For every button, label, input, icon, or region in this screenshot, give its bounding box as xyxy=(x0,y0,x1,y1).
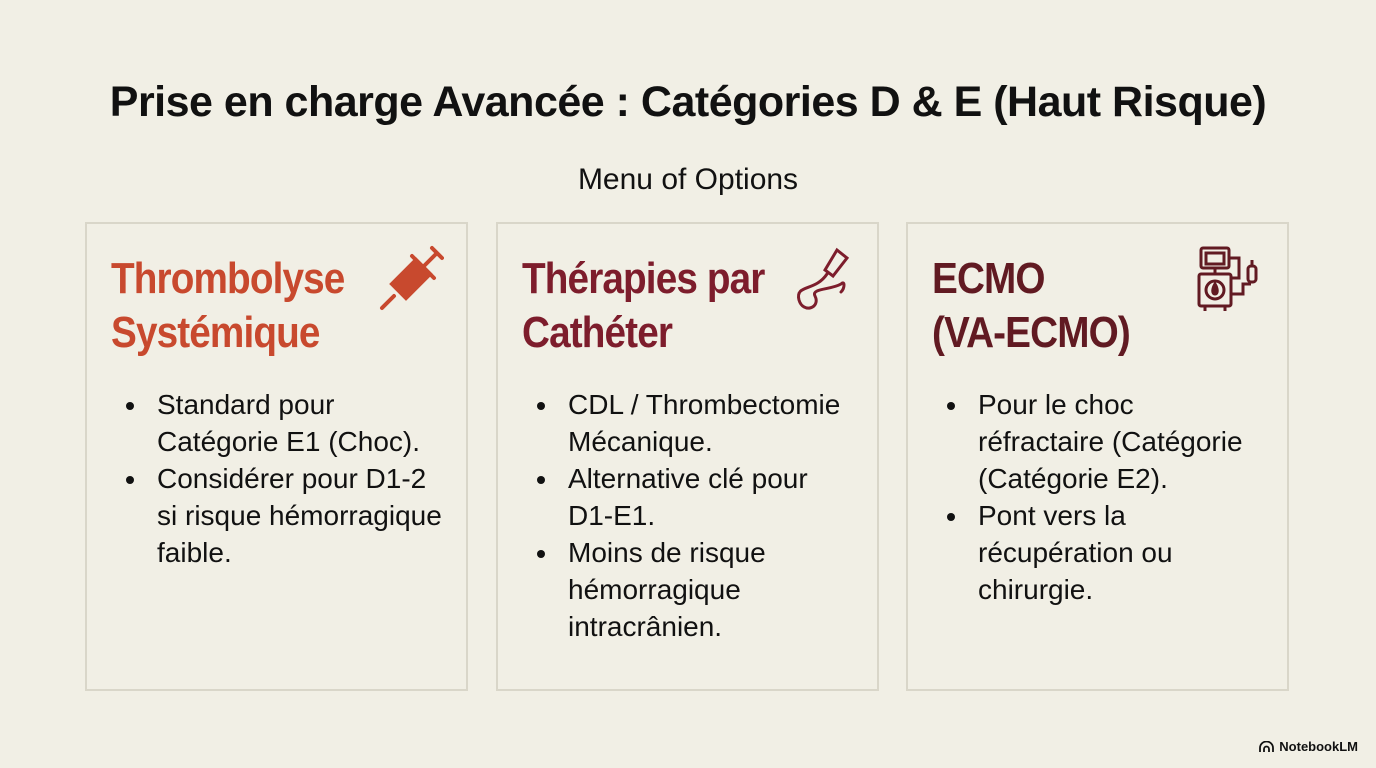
catheter-icon xyxy=(797,247,850,310)
card-title: Thrombolyse Systémique xyxy=(111,254,345,357)
bullet: CDL / Thrombectomie Mécanique. xyxy=(560,386,853,460)
bullet: Pour le choc réfractaire (Catégorie (Cat… xyxy=(970,386,1263,497)
notebooklm-brand: NotebookLM xyxy=(1259,739,1358,754)
notebooklm-logo-icon xyxy=(1259,741,1275,752)
card-ecmo: ECMO(VA-ECMO) Pour le choc réfractaire (… xyxy=(906,222,1289,691)
bullet: Considérer pour D1-2 si risque hémorragi… xyxy=(149,460,442,571)
bullet: Pont vers la récupération ou chirurgie. xyxy=(970,497,1263,608)
ecmo-machine-icon xyxy=(1197,246,1258,311)
syringe-icon xyxy=(380,246,444,310)
card-title: Thérapies par Cathéter xyxy=(522,254,765,357)
bullet: Alternative clé pour D1-E1. xyxy=(560,460,853,534)
bullet: Standard pour Catégorie E1 (Choc). xyxy=(149,386,442,460)
page-title: Prise en charge Avancée : Catégories D &… xyxy=(109,78,1267,126)
page-subtitle: Menu of Options xyxy=(577,163,799,196)
bullet: Moins de risque hémorragique intracrânie… xyxy=(560,534,853,645)
card-title: ECMO (VA-ECMO) xyxy=(932,254,1131,357)
